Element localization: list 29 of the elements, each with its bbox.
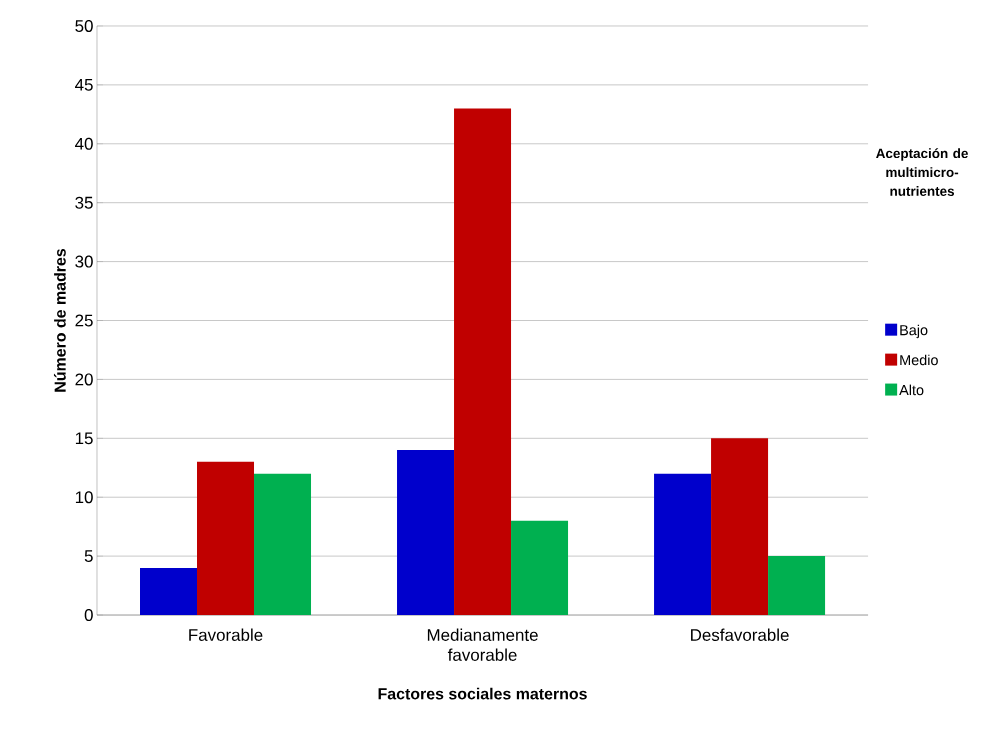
bar [140, 567, 198, 615]
y-tick-label: 30 [75, 255, 93, 268]
x-tick-label: Desfavorable [691, 628, 789, 641]
bar [454, 108, 512, 615]
x-tick-label: Medianamente favorable [427, 628, 538, 661]
x-axis-title: Factores sociales maternos [378, 687, 587, 700]
y-tick-label: 25 [75, 314, 93, 327]
y-tick-label: 20 [75, 373, 93, 386]
bar [768, 556, 826, 615]
bar [197, 461, 255, 615]
bar [254, 473, 312, 615]
legend-label: Alto [899, 384, 924, 396]
y-tick-label: 40 [75, 137, 93, 150]
y-tick-label: 50 [75, 19, 93, 32]
legend-label: Medio [900, 354, 938, 366]
bar [711, 438, 769, 615]
bar [511, 520, 569, 615]
y-tick-label: 15 [75, 432, 93, 445]
x-tick-label: Favorable [189, 628, 263, 641]
y-tick-label: 5 [84, 550, 93, 562]
y-axis-title: Número de madres [53, 248, 66, 392]
y-tick-label: 10 [75, 491, 93, 504]
bar [397, 450, 455, 615]
y-tick-label: 0 [84, 609, 93, 621]
legend-label: Bajo [900, 324, 928, 339]
y-tick-label: 35 [75, 196, 93, 209]
legend-title: Aceptación de multimicro-nutrientes [876, 148, 968, 196]
y-tick-label: 45 [75, 78, 93, 91]
bar [654, 473, 712, 615]
